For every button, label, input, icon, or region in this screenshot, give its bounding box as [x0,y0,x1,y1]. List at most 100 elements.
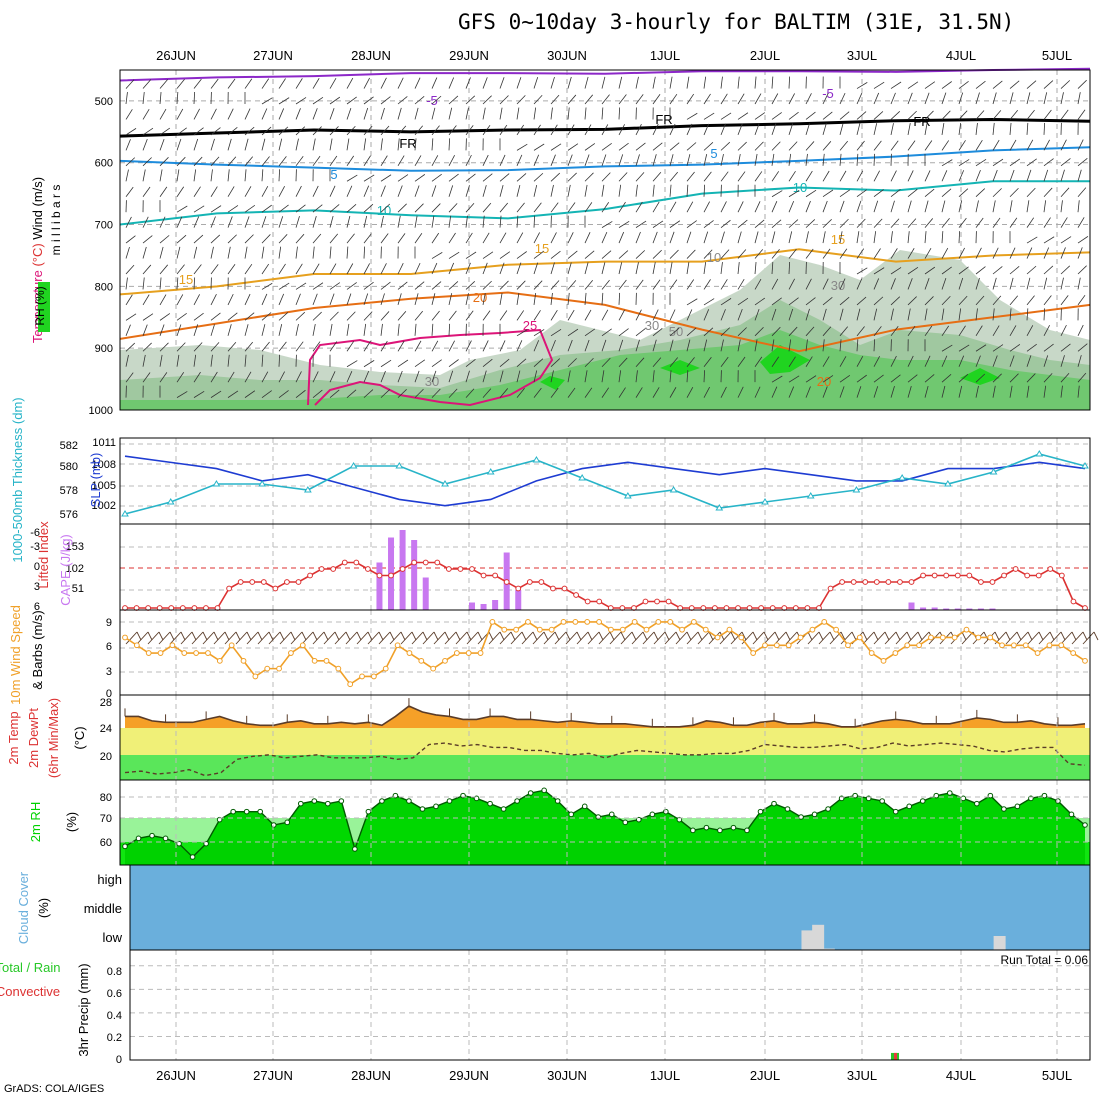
wind-barb [1043,355,1049,367]
wind-barb [1005,631,1018,645]
wind-barb [720,309,726,321]
wind-barb [125,92,128,105]
lifted-point [399,566,406,572]
wind-barb [431,155,439,167]
wind-barb [533,124,541,136]
cape-bar [376,562,383,610]
wind-barb [142,139,148,151]
wind-barb [142,264,152,275]
wind-barb [397,389,407,398]
wind-barb [873,326,882,337]
wind-barb [295,323,299,336]
wind-barb [499,202,509,213]
wind-barb [958,159,970,167]
wind-barb [346,233,355,244]
wind-barb [329,138,333,151]
wind-barb [499,77,505,89]
wind-barb [227,186,235,197]
cloud-background [130,865,1090,950]
wind-barb [448,125,457,136]
wind-barb [1060,385,1063,398]
thickness-point [852,486,861,493]
rh-point [811,811,818,818]
temp-area [125,706,1085,728]
wind-barb [414,95,425,105]
wind-barb [448,370,454,383]
wind10m-point [750,650,757,656]
wind-barb [448,215,452,228]
wind-barb [720,171,729,182]
wind-barb [1027,631,1033,641]
wind-barb [975,122,978,135]
wind-barb [1043,277,1048,290]
date-label-bottom: 1JUL [650,1068,680,1083]
wind-barb [227,312,238,321]
wind-barb [1009,344,1021,352]
lifted-point [492,572,499,579]
wind-barb [720,141,731,151]
rh-point [514,798,520,804]
wind-barb [125,277,128,290]
wind-barb [873,339,876,352]
wind-barb [1026,139,1034,151]
rh-point [203,840,209,847]
wind-barb [720,339,724,352]
wind-barb [907,200,912,213]
wind-barb [1060,355,1065,367]
wind-barb [975,188,986,198]
rh-point [162,835,169,842]
wind-barb [227,264,236,275]
rh-point [1068,811,1075,818]
wind-barb [818,631,824,641]
wind-barb [465,359,476,368]
wind-barb [720,93,728,105]
wind-barb [941,385,946,398]
wind-barb [771,326,781,337]
wind10m-point [892,650,899,656]
wind-barb [431,125,440,136]
wind-barb [567,94,577,105]
wind-barb [822,231,826,244]
wind-barb [720,76,723,89]
wind10m-point [264,665,271,672]
wind-barb [686,279,695,290]
wind-barb [521,631,527,641]
wind-barb [400,631,406,641]
wind-barb [363,233,372,244]
wind-barb [907,170,914,182]
rh-band-mid [120,818,1090,842]
cape-bar [908,602,915,610]
rh-point [176,840,182,847]
wind-barb [652,154,657,166]
wind10m-point [904,642,911,649]
wind-barb [1077,236,1089,244]
wind-barb [754,297,766,306]
wind-barb [125,169,129,182]
wind-barb [805,375,817,383]
wind-barb [924,355,931,367]
wind-barb [805,93,812,105]
wind-barb [924,123,928,135]
wind-barb [414,262,421,275]
lifted-point [353,559,360,566]
wind10m-point [951,634,958,641]
isotherm-line [119,291,1091,353]
wind-barb [754,76,757,89]
wind-barb [1060,295,1069,306]
wind-barb [620,631,626,641]
wind-barb [686,93,695,105]
wind-barb [499,262,505,275]
wind-barb [278,263,286,275]
wind-barb [774,631,787,645]
thickness-point [349,462,358,469]
wind-barb [227,354,230,367]
wind-barb [856,356,864,367]
wind-barb [278,97,290,105]
precip-tick: 0.6 [107,988,122,1000]
wind-barb [176,138,182,151]
wind-barb [873,355,880,367]
wind-barb [312,155,321,167]
rh-point [717,827,723,834]
wind-barb [862,631,868,641]
wind-barb [176,216,183,228]
